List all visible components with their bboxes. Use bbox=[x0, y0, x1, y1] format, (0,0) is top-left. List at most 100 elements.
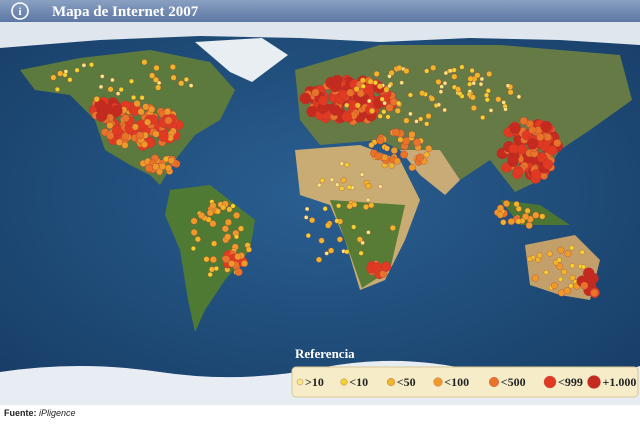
host-dot bbox=[344, 102, 350, 108]
host-dot bbox=[139, 95, 145, 101]
host-dot bbox=[556, 257, 562, 263]
host-dot bbox=[207, 272, 213, 278]
host-dot bbox=[304, 215, 309, 220]
host-dot bbox=[368, 142, 375, 148]
legend-swatch bbox=[433, 377, 443, 387]
host-dot bbox=[442, 107, 447, 113]
host-dot bbox=[557, 246, 565, 254]
host-dot bbox=[100, 74, 105, 79]
host-dot bbox=[233, 211, 241, 219]
host-dot bbox=[304, 206, 310, 212]
host-dot bbox=[362, 84, 374, 95]
host-dot bbox=[322, 206, 328, 212]
host-dot bbox=[110, 77, 115, 83]
host-dot bbox=[209, 220, 217, 228]
host-dot bbox=[340, 177, 347, 184]
host-dot bbox=[245, 246, 252, 253]
host-dot bbox=[553, 139, 562, 147]
host-dot bbox=[367, 78, 374, 85]
host-dot bbox=[74, 67, 80, 73]
host-dot bbox=[213, 266, 219, 271]
host-dot bbox=[149, 72, 156, 79]
legend-swatch bbox=[296, 378, 304, 386]
host-dot bbox=[328, 247, 335, 254]
host-dot bbox=[106, 122, 114, 129]
host-dot bbox=[425, 145, 433, 153]
host-dot bbox=[457, 91, 463, 97]
host-dot bbox=[155, 84, 162, 91]
host-dot bbox=[374, 152, 383, 161]
host-dot bbox=[371, 262, 382, 273]
host-dot bbox=[385, 103, 394, 112]
host-dot bbox=[485, 88, 491, 94]
host-dot bbox=[159, 163, 167, 170]
host-dot bbox=[311, 88, 320, 97]
host-dot bbox=[550, 282, 558, 290]
host-dot bbox=[346, 184, 352, 190]
host-dot bbox=[507, 89, 514, 96]
host-dot bbox=[344, 162, 350, 168]
host-dot bbox=[388, 69, 395, 76]
host-dot bbox=[408, 111, 413, 117]
host-dot bbox=[379, 96, 385, 102]
host-dot bbox=[528, 126, 537, 134]
host-dot bbox=[365, 197, 371, 203]
host-dot bbox=[224, 218, 232, 226]
host-dot bbox=[224, 233, 232, 241]
legend-title: Referencia bbox=[295, 346, 355, 361]
host-dot bbox=[54, 86, 60, 92]
host-dot bbox=[339, 161, 344, 166]
host-dot bbox=[183, 77, 189, 82]
host-dot bbox=[478, 81, 484, 87]
legend-label: <100 bbox=[444, 375, 469, 389]
legend-box bbox=[291, 366, 639, 398]
host-dot bbox=[526, 255, 533, 262]
legend-label: >10 bbox=[305, 375, 324, 389]
host-dot bbox=[486, 71, 493, 77]
host-dot bbox=[590, 288, 599, 297]
host-dot bbox=[203, 256, 210, 263]
info-icon[interactable] bbox=[11, 2, 29, 20]
host-dot bbox=[335, 182, 340, 187]
host-dot bbox=[316, 256, 322, 263]
host-dot bbox=[299, 92, 311, 104]
host-dot bbox=[188, 83, 194, 88]
host-dot bbox=[403, 117, 410, 124]
host-dot bbox=[424, 121, 430, 127]
host-dot bbox=[115, 91, 121, 96]
legend-swatch bbox=[387, 378, 396, 387]
host-dot bbox=[318, 237, 325, 244]
host-dot bbox=[148, 105, 156, 113]
host-dot bbox=[234, 268, 243, 277]
host-dot bbox=[111, 125, 123, 136]
host-dot bbox=[57, 70, 64, 77]
host-dot bbox=[471, 81, 476, 86]
host-dot bbox=[81, 63, 87, 68]
host-dot bbox=[241, 260, 248, 267]
host-dot bbox=[214, 208, 221, 215]
host-dot bbox=[443, 70, 449, 76]
host-dot bbox=[131, 95, 137, 100]
host-dot bbox=[543, 133, 552, 142]
host-dot bbox=[190, 246, 196, 251]
host-dot bbox=[234, 253, 242, 261]
host-dot bbox=[484, 97, 490, 103]
host-dot bbox=[190, 217, 198, 225]
host-dot bbox=[507, 152, 519, 164]
host-dot bbox=[190, 228, 198, 236]
host-dot bbox=[563, 287, 571, 295]
host-dot bbox=[358, 250, 364, 256]
host-dot bbox=[346, 203, 353, 210]
host-dot bbox=[209, 256, 217, 264]
host-dot bbox=[167, 156, 175, 164]
host-dot bbox=[524, 207, 531, 214]
host-dot bbox=[89, 62, 94, 68]
host-dot bbox=[368, 202, 375, 209]
host-dot bbox=[438, 89, 444, 94]
host-dot bbox=[397, 136, 404, 143]
host-dot bbox=[211, 240, 218, 247]
footer-source: iPligence bbox=[39, 408, 76, 418]
host-dot bbox=[396, 100, 402, 106]
